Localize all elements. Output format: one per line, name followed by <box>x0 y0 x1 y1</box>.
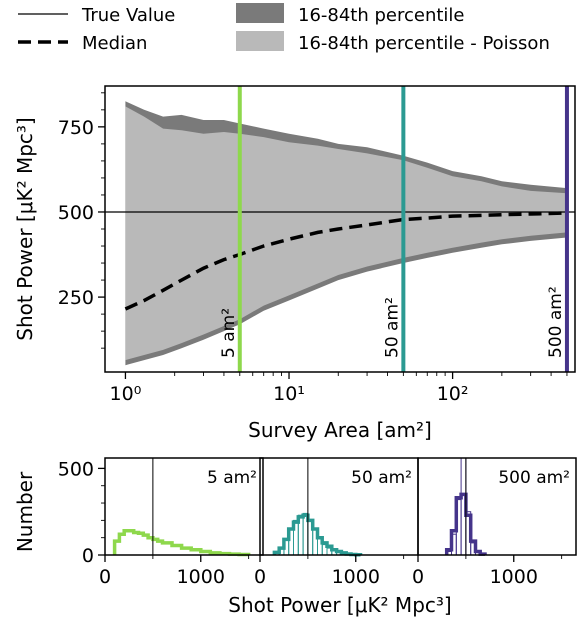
hist-ytick-label-500: 500 <box>58 458 94 480</box>
hist-xtick-label: 0 <box>412 566 424 588</box>
histogram-axes: 5 am² 0 1000 50 am² 0 1000 500 am² 0 1000 0 500 <box>58 458 576 588</box>
histogram-row: 5 am² 0 1000 50 am² 0 1000 500 am² 0 1000 0 500 Sh… <box>13 458 576 617</box>
area-marker-label-500: 500 am² <box>546 286 566 358</box>
legend-label-percentile-poisson: 16-84th percentile - Poisson <box>298 33 550 54</box>
hist-xtick-label: 0 <box>99 566 111 588</box>
legend-label-median: Median <box>82 33 147 54</box>
legend-item-true-value: True Value <box>18 5 175 26</box>
hist-panel-label-3: 500 am² <box>498 468 570 488</box>
main-xtick-label-10: 10¹ <box>273 383 305 405</box>
legend-item-percentile: 16-84th percentile <box>236 3 465 26</box>
hist-xtick-label: 1000 <box>177 566 225 588</box>
legend-item-median: Median <box>18 33 147 54</box>
main-ytick-label-500: 500 <box>58 202 94 224</box>
main-xtick-label-100: 10² <box>437 383 469 405</box>
histogram-plot-area <box>115 458 485 555</box>
band-inner-16-84-poisson <box>125 106 567 360</box>
histogram-xlabel: Shot Power [μK² Mpc³] <box>228 593 451 617</box>
histogram-ylabel: Number <box>13 471 37 552</box>
main-xlabel: Survey Area [am²] <box>248 418 432 442</box>
legend-item-percentile-poisson: 16-84th percentile - Poisson <box>236 31 550 54</box>
hist-ytick-label-0: 0 <box>82 545 94 567</box>
main-xtick-label-1: 10⁰ <box>110 383 142 405</box>
hist-panel-label-2: 50 am² <box>351 468 412 488</box>
legend-label-percentile: 16-84th percentile <box>298 5 465 26</box>
main-ytick-label-250: 250 <box>58 287 94 309</box>
area-marker-label-5: 5 am² <box>219 308 239 358</box>
hist-xtick-label: 0 <box>254 566 266 588</box>
legend-swatch-percentile-poisson <box>236 31 284 51</box>
legend-swatch-percentile <box>236 3 284 23</box>
hist-step-1 <box>115 531 249 555</box>
hist-panel-label-1: 5 am² <box>207 468 257 488</box>
legend-label-true-value: True Value <box>81 5 175 26</box>
main-ylabel: Shot Power [μK² Mpc³] <box>13 117 37 340</box>
main-plot-area: 5 am² 50 am² 500 am² <box>105 86 575 372</box>
hist-xtick-label: 1000 <box>490 566 538 588</box>
area-marker-label-50: 50 am² <box>382 297 402 358</box>
hist-xtick-label: 1000 <box>332 566 380 588</box>
main-chart: 5 am² 50 am² 500 am² 250 500 750 10⁰ 10¹ 10² Su… <box>13 86 575 442</box>
main-ytick-label-750: 750 <box>58 117 94 139</box>
legend: True Value 16-84th percentile Median 16-… <box>18 3 550 54</box>
